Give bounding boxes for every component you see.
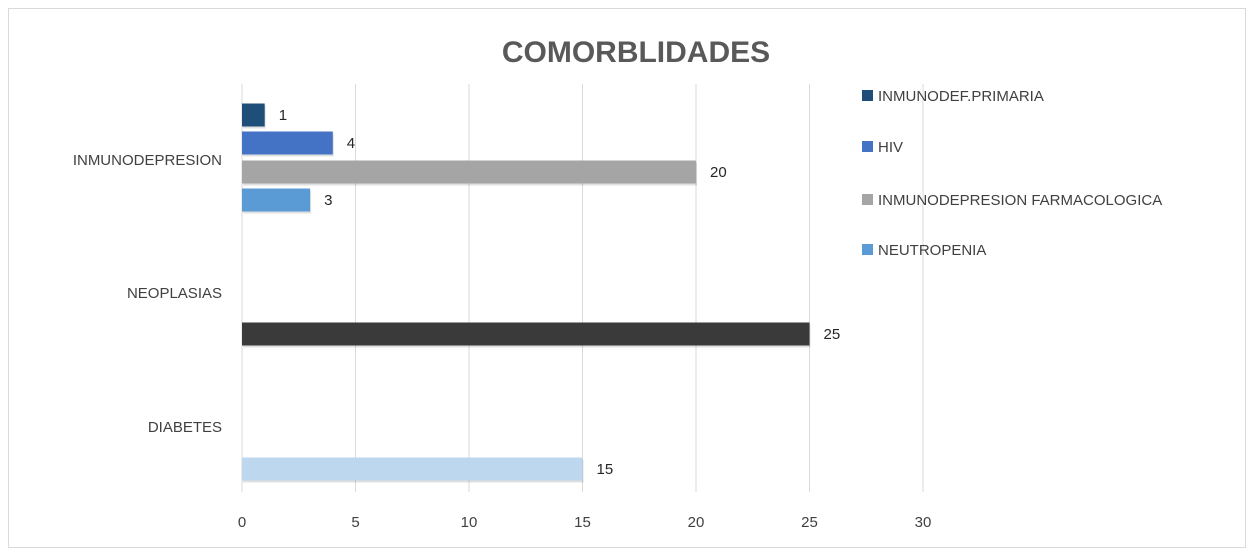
x-axis-ticks: 0 5 10 15 20 25 30: [238, 514, 932, 531]
legend-label: NEUTROPENIA: [878, 242, 986, 259]
data-label: 3: [324, 192, 332, 209]
category-label: NEOPLASIAS: [127, 285, 222, 302]
data-label: 4: [347, 135, 355, 152]
bar: [242, 103, 265, 127]
chart-title: COMORBLIDADES: [502, 36, 770, 69]
category-label: DIABETES: [148, 419, 222, 436]
x-tick-label: 5: [351, 514, 359, 531]
bar: [242, 160, 696, 184]
data-label: 1: [279, 107, 287, 124]
bar: [242, 131, 333, 155]
x-tick-label: 0: [238, 514, 246, 531]
legend-label: INMUNODEF.PRIMARIA: [878, 88, 1044, 105]
category-label: INMUNODEPRESION: [73, 152, 222, 169]
bar: [242, 457, 583, 481]
bars: [242, 103, 811, 483]
x-tick-label: 10: [461, 514, 478, 531]
gridlines: [241, 84, 924, 492]
chart-frame: [8, 8, 1246, 548]
bar: [242, 322, 810, 346]
x-tick-label: 30: [915, 514, 932, 531]
legend-swatch: [862, 194, 873, 205]
data-label: 25: [824, 326, 841, 343]
category-labels: INMUNODEPRESION NEOPLASIAS DIABETES: [73, 152, 222, 436]
legend-swatch: [862, 244, 873, 255]
legend-label: INMUNODEPRESION FARMACOLOGICA: [878, 192, 1162, 209]
legend-swatch: [862, 90, 873, 101]
legend: INMUNODEF.PRIMARIA HIV INMUNODEPRESION FAR…: [862, 88, 1162, 259]
bar-chart: COMORBLIDADES 1 4 20 3 25 15 INMUNODEPRESION N…: [73, 36, 1162, 531]
data-label: 15: [597, 461, 614, 478]
data-label: 20: [710, 164, 727, 181]
data-labels: 1 4 20 3 25 15: [279, 107, 840, 478]
legend-label: HIV: [878, 139, 903, 156]
legend-swatch: [862, 141, 873, 152]
x-tick-label: 25: [801, 514, 818, 531]
x-tick-label: 20: [688, 514, 705, 531]
bar: [242, 188, 311, 212]
x-tick-label: 15: [574, 514, 591, 531]
